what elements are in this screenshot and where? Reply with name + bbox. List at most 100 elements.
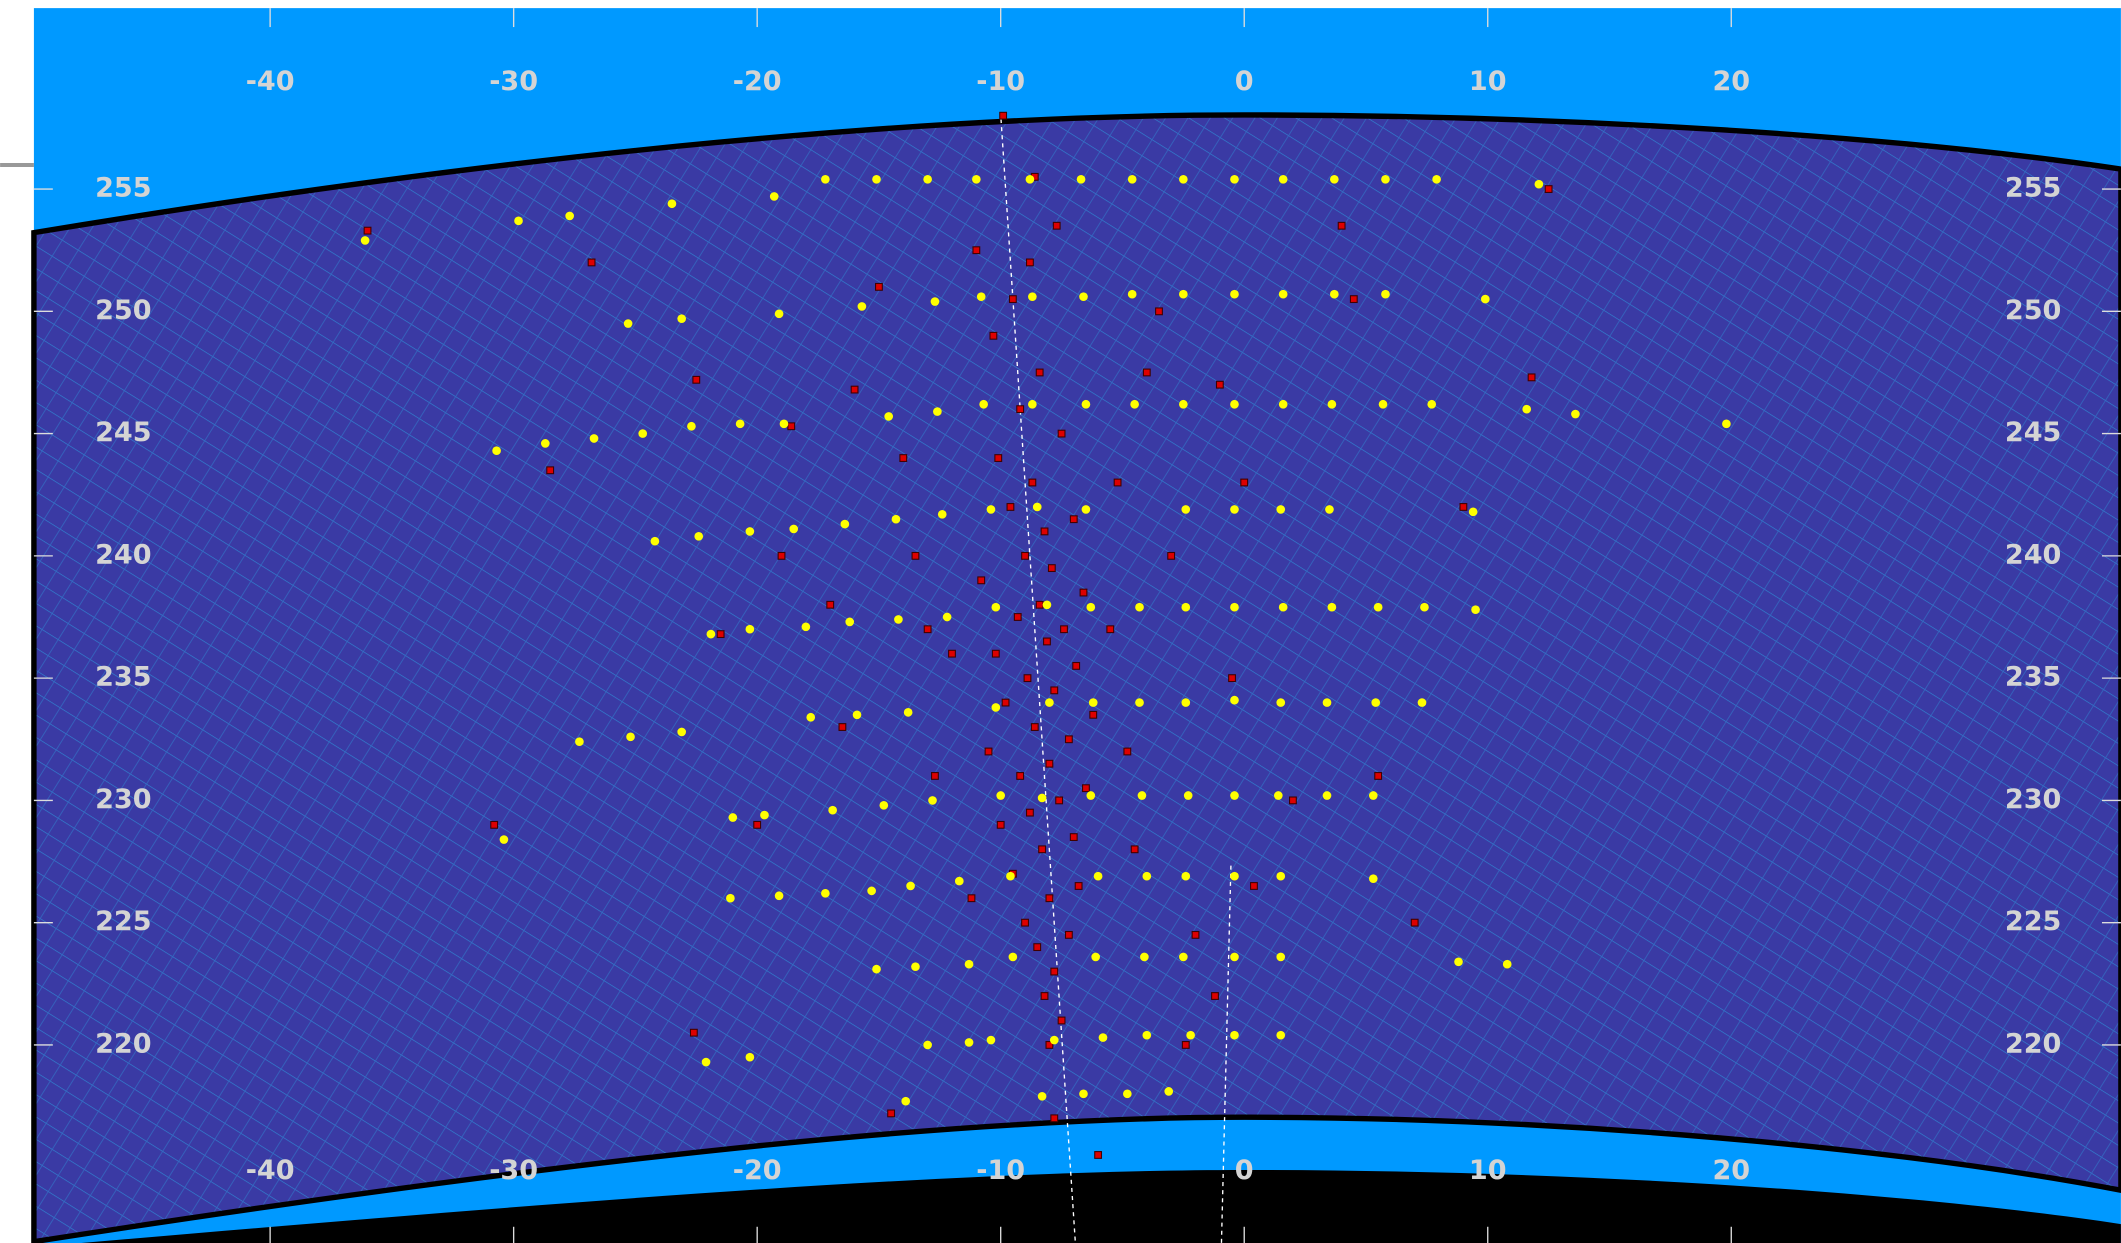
marker-point xyxy=(906,882,915,891)
marker-point xyxy=(923,1041,932,1050)
marker-point xyxy=(1099,1033,1108,1042)
marker-point xyxy=(1038,1092,1047,1101)
hit xyxy=(788,423,795,430)
hit xyxy=(990,332,997,339)
marker-point xyxy=(1369,874,1378,883)
hit xyxy=(1192,932,1199,939)
marker-point xyxy=(1328,603,1337,612)
marker-point xyxy=(853,710,862,719)
hit xyxy=(1051,968,1058,975)
hit xyxy=(588,259,595,266)
marker-point xyxy=(638,429,647,438)
marker-point xyxy=(1184,791,1193,800)
hit xyxy=(1051,1115,1058,1122)
event-display: -40-40-30-30-20-20-10-100010102020220220… xyxy=(0,0,2121,1243)
marker-point xyxy=(624,319,633,328)
marker-point xyxy=(894,615,903,624)
hit xyxy=(1056,797,1063,804)
marker-point xyxy=(1374,603,1383,612)
hit xyxy=(1029,479,1036,486)
detector-band xyxy=(34,115,2121,1242)
y-tick-label: 255 xyxy=(95,173,151,204)
marker-point xyxy=(541,439,550,448)
hit xyxy=(1070,516,1077,523)
hit xyxy=(693,376,700,383)
marker-point xyxy=(677,314,686,323)
marker-point xyxy=(1079,1090,1088,1099)
marker-point xyxy=(1164,1087,1173,1096)
marker-point xyxy=(923,175,932,184)
page: {"chart_data": {"type": "scatter", "xlim… xyxy=(0,0,2121,1243)
marker-point xyxy=(775,891,784,900)
hit xyxy=(1375,773,1382,780)
marker-point xyxy=(1418,698,1427,707)
hit xyxy=(547,467,554,474)
x-tick-label: -30 xyxy=(489,66,538,97)
marker-point xyxy=(1279,175,1288,184)
marker-point xyxy=(1082,505,1091,514)
marker-point xyxy=(845,618,854,627)
y-tick-label: 240 xyxy=(95,539,151,570)
hit xyxy=(1048,565,1055,572)
hit xyxy=(1290,797,1297,804)
y-tick-label: 230 xyxy=(95,784,151,815)
marker-point xyxy=(1086,791,1095,800)
marker-point xyxy=(1179,290,1188,299)
hit xyxy=(1058,430,1065,437)
x-tick-label: -40 xyxy=(246,1155,295,1186)
hit xyxy=(1241,479,1248,486)
hit xyxy=(1053,222,1060,229)
marker-point xyxy=(726,894,735,903)
marker-point xyxy=(1230,1031,1239,1040)
marker-point xyxy=(1279,400,1288,409)
marker-point xyxy=(1230,290,1239,299)
marker-point xyxy=(1471,605,1480,614)
hit xyxy=(364,227,371,234)
marker-point xyxy=(1503,960,1512,969)
marker-point xyxy=(1181,698,1190,707)
hit xyxy=(827,601,834,608)
marker-point xyxy=(1328,400,1337,409)
hit xyxy=(1017,406,1024,413)
hit xyxy=(912,552,919,559)
marker-point xyxy=(1045,698,1054,707)
hit xyxy=(1212,993,1219,1000)
marker-point xyxy=(991,603,1000,612)
x-tick-label: 0 xyxy=(1235,1155,1254,1186)
marker-point xyxy=(1050,1036,1059,1045)
marker-point xyxy=(565,212,574,221)
y-tick-label: 235 xyxy=(95,662,151,693)
marker-point xyxy=(1082,400,1091,409)
marker-point xyxy=(1230,603,1239,612)
marker-point xyxy=(746,625,755,634)
marker-point xyxy=(1230,791,1239,800)
marker-point xyxy=(911,962,920,971)
marker-point xyxy=(987,1036,996,1045)
marker-point xyxy=(1330,290,1339,299)
marker-point xyxy=(687,422,696,431)
x-tick-label: -10 xyxy=(976,1155,1025,1186)
marker-point xyxy=(996,791,1005,800)
x-tick-label: 0 xyxy=(1235,66,1254,97)
marker-point xyxy=(746,527,755,536)
hit xyxy=(973,247,980,254)
hit xyxy=(1027,809,1034,816)
hit xyxy=(851,386,858,393)
marker-point xyxy=(931,297,940,306)
hit xyxy=(1007,504,1014,511)
marker-point xyxy=(514,217,523,226)
marker-point xyxy=(901,1097,910,1106)
hit xyxy=(888,1110,895,1117)
hit xyxy=(1156,308,1163,315)
marker-point xyxy=(1138,791,1147,800)
marker-point xyxy=(746,1053,755,1062)
y-tick-label: 225 xyxy=(2005,906,2061,937)
marker-point xyxy=(991,703,1000,712)
marker-point xyxy=(1330,175,1339,184)
hit xyxy=(1338,222,1345,229)
marker-point xyxy=(1077,175,1086,184)
marker-point xyxy=(1089,698,1098,707)
x-tick-label: -20 xyxy=(733,1155,782,1186)
marker-point xyxy=(1028,400,1037,409)
marker-point xyxy=(1722,419,1731,428)
